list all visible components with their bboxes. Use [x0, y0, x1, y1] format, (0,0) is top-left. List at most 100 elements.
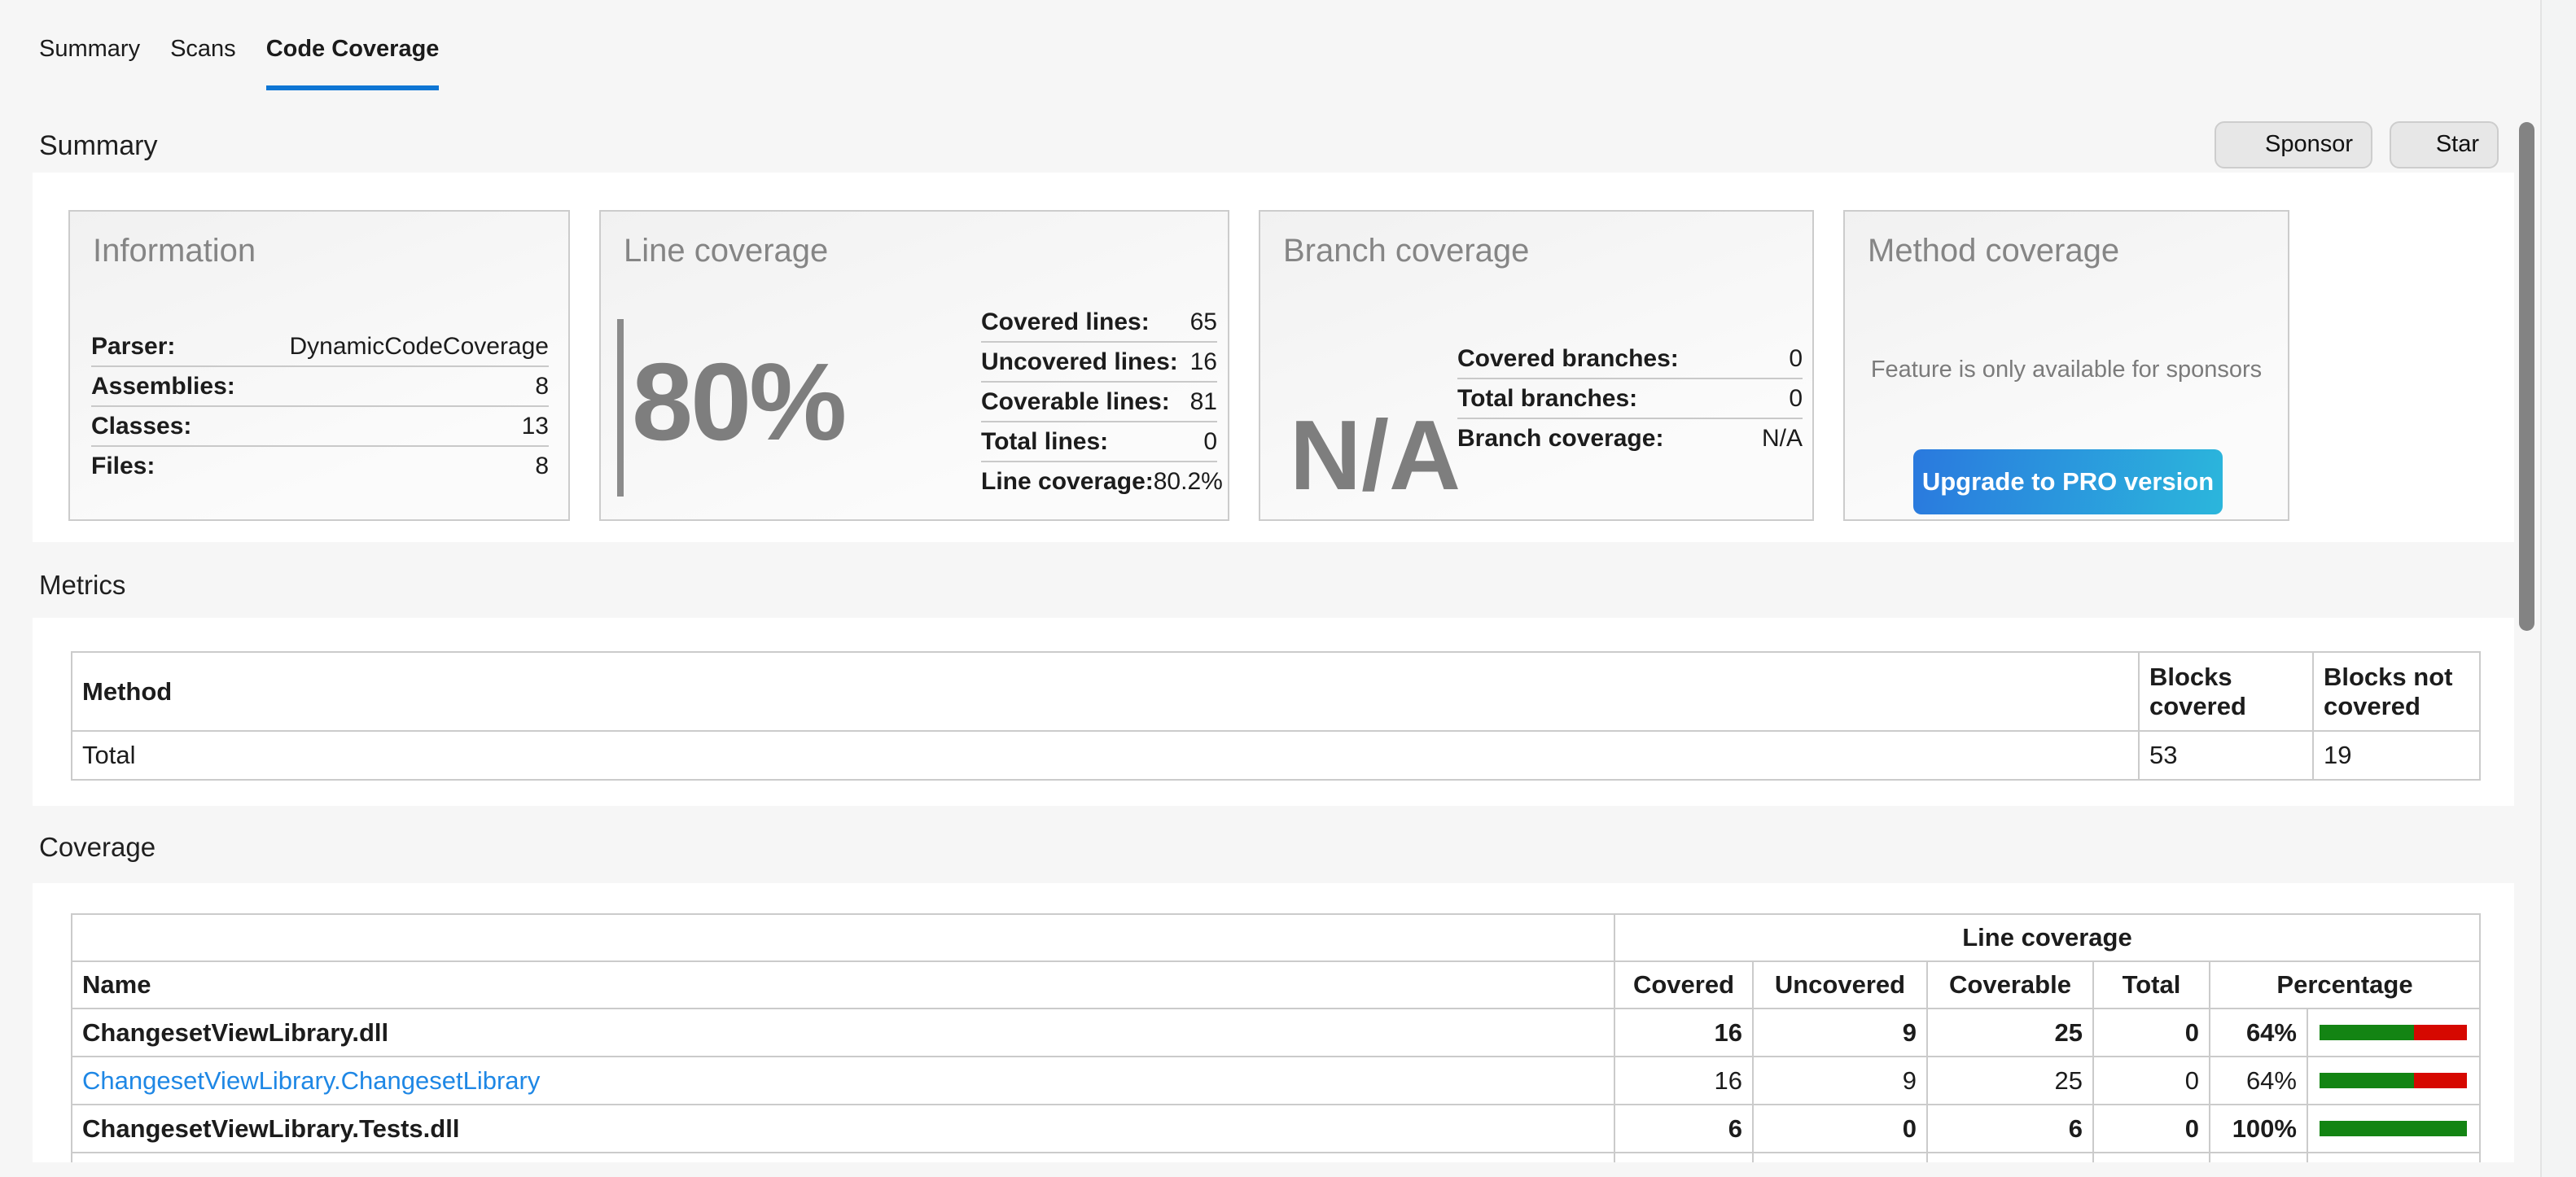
- clipped-cell: [2306, 1152, 2482, 1162]
- stat-value: 80.2%: [1153, 467, 1223, 495]
- col-header-coverable: Coverable: [1925, 960, 2094, 1009]
- stat-value: 0: [1789, 384, 1803, 412]
- stat-value: 0: [1789, 344, 1803, 372]
- stat-label: Covered lines:: [981, 308, 1150, 335]
- col-header-method: Method: [71, 651, 2140, 732]
- coverage-row: ChangesetViewLibrary.dll 16 9 25 0 64%: [71, 1008, 2482, 1057]
- bar-cell: [2306, 1056, 2482, 1105]
- stat-label: Assemblies:: [91, 372, 235, 400]
- line-coverage-stats: Covered lines: 65 Uncovered lines: 16 Covera…: [981, 303, 1223, 501]
- stat-row: Covered branches: 0: [1457, 339, 1803, 379]
- stat-row: Total lines: 0: [981, 422, 1217, 462]
- metrics-cell-blocks-not-covered: 19: [2312, 730, 2481, 781]
- tab-summary[interactable]: Summary: [39, 36, 141, 62]
- summary-panel: Information Parser: DynamicCodeCoverage As…: [33, 173, 2514, 542]
- clipped-cell: [2092, 1152, 2210, 1162]
- metrics-cell-method: Total: [71, 730, 2140, 781]
- coverage-group-header-row: Line coverage: [71, 913, 2482, 962]
- name-cell: ChangesetViewLibrary.dll: [71, 1008, 1615, 1057]
- col-header-uncovered: Uncovered: [1751, 960, 1928, 1009]
- total-cell: 0: [2092, 1008, 2210, 1057]
- sponsor-feature-note: Feature is only available for sponsors: [1870, 357, 2263, 383]
- clipped-row: [71, 1152, 2482, 1162]
- percentage-cell: 64%: [2208, 1056, 2308, 1105]
- uncovered-cell: 9: [1751, 1056, 1928, 1105]
- col-header-percentage: Percentage: [2208, 960, 2482, 1009]
- card-title: Branch coverage: [1283, 233, 1530, 269]
- big-percentage: 80%: [632, 340, 847, 463]
- big-na: N/A: [1290, 400, 1461, 510]
- uncovered-cell: 9: [1751, 1008, 1928, 1057]
- stat-label: Classes:: [91, 412, 192, 440]
- sponsor-button[interactable]: Sponsor: [2215, 121, 2372, 168]
- clipped-cell: [1613, 1152, 1754, 1162]
- stat-row: Branch coverage: N/A: [1457, 419, 1803, 457]
- stat-value: DynamicCodeCoverage: [289, 332, 550, 360]
- total-cell: 0: [2092, 1104, 2210, 1153]
- card-title: Line coverage: [624, 233, 829, 269]
- coverage-heading: Coverage: [39, 832, 156, 862]
- clipped-cell: [1925, 1152, 2094, 1162]
- coverage-bar-fill: [2319, 1073, 2414, 1088]
- metrics-table: Method Blocks covered Blocks not covered…: [71, 651, 2481, 781]
- coverage-bar: [2319, 1121, 2467, 1136]
- vertical-scrollbar-thumb[interactable]: [2519, 122, 2534, 631]
- stat-label: Parser:: [91, 332, 176, 360]
- stat-row: Covered lines: 65: [981, 303, 1217, 343]
- clipped-cell: [1751, 1152, 1928, 1162]
- stat-label: Line coverage:: [981, 467, 1154, 495]
- class-link[interactable]: ChangesetViewLibrary.ChangesetLibrary: [82, 1065, 541, 1095]
- stat-label: Uncovered lines:: [981, 348, 1178, 375]
- tab-code-coverage[interactable]: Code Coverage: [265, 31, 440, 90]
- stat-label: Files:: [91, 452, 156, 479]
- bar-cell: [2306, 1104, 2482, 1153]
- stat-value: 81: [1189, 387, 1217, 415]
- coverage-panel: Line coverage Name Covered Uncovered Cov…: [33, 883, 2514, 1162]
- metrics-panel: Method Blocks covered Blocks not covered…: [33, 618, 2514, 806]
- coverable-cell: 25: [1925, 1056, 2094, 1105]
- stat-label: Covered branches:: [1457, 344, 1679, 372]
- total-cell: 0: [2092, 1056, 2210, 1105]
- stat-value: 16: [1189, 348, 1217, 375]
- coverable-cell: 6: [1925, 1104, 2094, 1153]
- stat-value: 13: [521, 412, 549, 440]
- tab-scans[interactable]: Scans: [170, 36, 236, 62]
- coverage-bar: [2319, 1025, 2467, 1040]
- covered-cell: 16: [1613, 1008, 1754, 1057]
- empty-header-cell: [71, 913, 1615, 962]
- clipped-cell: [71, 1152, 1615, 1162]
- page-title: Summary: [39, 130, 158, 161]
- branch-coverage-stats: Covered branches: 0 Total branches: 0 Branch…: [1457, 339, 1803, 457]
- covered-cell: 16: [1613, 1056, 1754, 1105]
- branch-coverage-card: Branch coverage N/A Covered branches: 0 To…: [1259, 210, 1814, 521]
- col-header-blocks-covered: Blocks covered: [2138, 651, 2314, 732]
- col-header-blocks-not-covered: Blocks not covered: [2312, 651, 2481, 732]
- clipped-cell: [2208, 1152, 2308, 1162]
- uncovered-cell: 0: [1751, 1104, 1928, 1153]
- coverage-bar-fill: [2319, 1025, 2414, 1040]
- outer-scrollbar-gutter: [2540, 0, 2576, 1177]
- information-card: Information Parser: DynamicCodeCoverage As…: [68, 210, 570, 521]
- stat-value: 65: [1189, 308, 1217, 335]
- stat-value: N/A: [1761, 424, 1803, 452]
- line-coverage-card: Line coverage 80% Covered lines: 65 Uncove…: [599, 210, 1229, 521]
- stat-row: Classes: 13: [91, 407, 549, 447]
- information-stats: Parser: DynamicCodeCoverage Assemblies: 8 Cl…: [91, 327, 549, 485]
- star-button[interactable]: Star: [2390, 121, 2499, 168]
- metrics-heading: Metrics: [39, 570, 126, 600]
- stat-value: 8: [535, 452, 549, 479]
- percentage-cell: 100%: [2208, 1104, 2308, 1153]
- metrics-header-row: Method Blocks covered Blocks not covered: [71, 651, 2481, 732]
- stat-label: Coverable lines:: [981, 387, 1170, 415]
- metrics-row: Total 53 19: [71, 730, 2481, 781]
- upgrade-pro-button[interactable]: Upgrade to PRO version: [1913, 449, 2223, 514]
- bar-cell: [2306, 1008, 2482, 1057]
- name-cell: ChangesetViewLibrary.Tests.dll: [71, 1104, 1615, 1153]
- col-header-covered: Covered: [1613, 960, 1754, 1009]
- col-header-name: Name: [71, 960, 1615, 1009]
- stat-label: Branch coverage:: [1457, 424, 1664, 452]
- card-title: Method coverage: [1868, 233, 2120, 269]
- col-header-total: Total: [2092, 960, 2210, 1009]
- coverage-row: ChangesetViewLibrary.ChangesetLibrary 16 9…: [71, 1056, 2482, 1105]
